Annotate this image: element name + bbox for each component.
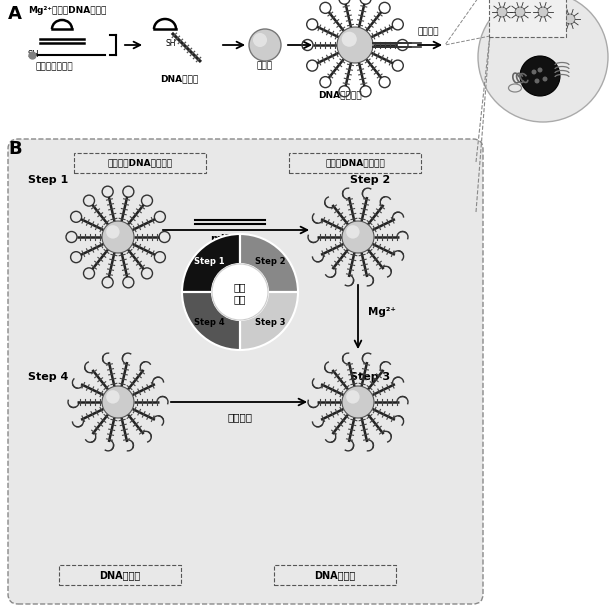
Circle shape xyxy=(249,29,281,61)
Circle shape xyxy=(531,70,537,75)
Circle shape xyxy=(342,386,374,418)
Circle shape xyxy=(342,221,374,253)
Wedge shape xyxy=(240,292,298,350)
Circle shape xyxy=(253,33,267,47)
Text: miRNA: miRNA xyxy=(211,234,250,244)
Circle shape xyxy=(106,390,119,403)
Text: Step 2: Step 2 xyxy=(255,257,286,266)
FancyBboxPatch shape xyxy=(8,139,483,604)
Circle shape xyxy=(542,76,548,81)
Text: A: A xyxy=(8,5,22,23)
Circle shape xyxy=(478,0,608,122)
Text: 未激活的DNA酵步行者: 未激活的DNA酵步行者 xyxy=(108,159,173,168)
Text: Mg²⁺: Mg²⁺ xyxy=(368,307,396,317)
Circle shape xyxy=(537,67,542,72)
Text: Step 3: Step 3 xyxy=(255,318,286,327)
Text: 硫醇化底物探针: 硫醇化底物探针 xyxy=(35,62,73,71)
Circle shape xyxy=(565,14,575,24)
Circle shape xyxy=(346,225,360,239)
Text: B: B xyxy=(8,140,21,158)
Wedge shape xyxy=(182,292,240,350)
Circle shape xyxy=(212,264,268,320)
Text: SH: SH xyxy=(166,39,176,48)
Wedge shape xyxy=(240,234,298,292)
Text: DNA酵切割: DNA酵切割 xyxy=(315,570,356,580)
Text: SH: SH xyxy=(28,50,40,59)
Text: Step 4: Step 4 xyxy=(28,372,69,382)
Circle shape xyxy=(102,221,134,253)
Circle shape xyxy=(341,32,357,47)
Circle shape xyxy=(337,27,373,63)
Text: Step 1: Step 1 xyxy=(194,257,225,266)
Wedge shape xyxy=(182,234,240,292)
Text: Step 1: Step 1 xyxy=(28,175,69,185)
Text: 自主步行: 自主步行 xyxy=(228,412,253,422)
Text: 信号: 信号 xyxy=(234,282,246,292)
Circle shape xyxy=(520,56,560,96)
Text: Step 4: Step 4 xyxy=(194,318,225,327)
Text: Step 3: Step 3 xyxy=(350,372,390,382)
Text: Mg²⁺依赖的DNA酵探针: Mg²⁺依赖的DNA酵探针 xyxy=(28,6,106,15)
Circle shape xyxy=(550,7,560,17)
Circle shape xyxy=(538,7,548,17)
Circle shape xyxy=(102,386,134,418)
Circle shape xyxy=(346,390,360,403)
Text: DNA酵切割: DNA酵切割 xyxy=(99,570,141,580)
Text: DNA酵步行器: DNA酵步行器 xyxy=(318,90,362,99)
Circle shape xyxy=(497,7,507,17)
Circle shape xyxy=(534,78,540,83)
Text: DNA酵机器: DNA酵机器 xyxy=(160,74,198,83)
Circle shape xyxy=(106,225,119,239)
FancyBboxPatch shape xyxy=(489,0,566,37)
Text: 激活的DNA酵步行者: 激活的DNA酵步行者 xyxy=(325,159,385,168)
Text: 输出: 输出 xyxy=(234,294,246,304)
Text: Step 2: Step 2 xyxy=(349,175,390,185)
Text: 纳米金: 纳米金 xyxy=(257,61,273,70)
Circle shape xyxy=(515,7,525,17)
Text: 细胞摄取: 细胞摄取 xyxy=(418,27,439,36)
